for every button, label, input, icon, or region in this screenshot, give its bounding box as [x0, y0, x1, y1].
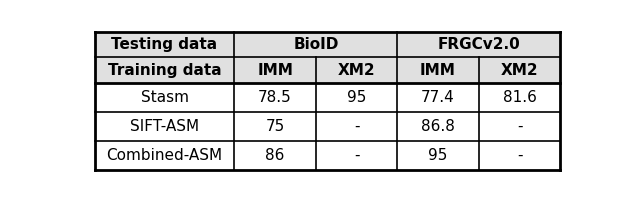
Bar: [235, 32, 316, 57]
Bar: [316, 57, 397, 83]
Text: IMM: IMM: [420, 63, 456, 78]
Bar: [235, 141, 316, 170]
Bar: [95, 141, 235, 170]
Text: -: -: [354, 119, 359, 134]
Text: XM2: XM2: [338, 63, 375, 78]
Bar: [95, 112, 235, 141]
Bar: [316, 141, 397, 170]
Bar: [397, 57, 479, 83]
Text: BioID: BioID: [293, 37, 339, 52]
Text: -: -: [517, 148, 522, 163]
Text: 95: 95: [428, 148, 448, 163]
Text: Testing data: Testing data: [111, 37, 218, 52]
Text: 86: 86: [265, 148, 285, 163]
Text: SIFT-ASM: SIFT-ASM: [130, 119, 199, 134]
Bar: [397, 141, 479, 170]
Bar: [95, 57, 235, 83]
Text: IMM: IMM: [257, 63, 293, 78]
Bar: [479, 83, 560, 112]
Bar: [479, 112, 560, 141]
Bar: [479, 141, 560, 170]
Bar: [95, 83, 235, 112]
Bar: [397, 83, 479, 112]
Text: 77.4: 77.4: [421, 90, 455, 105]
Text: Combined-ASM: Combined-ASM: [107, 148, 222, 163]
Bar: [235, 83, 316, 112]
Text: 95: 95: [347, 90, 366, 105]
Text: Stasm: Stasm: [141, 90, 189, 105]
Text: -: -: [354, 148, 359, 163]
Text: 86.8: 86.8: [421, 119, 455, 134]
Bar: [479, 32, 560, 57]
Bar: [235, 112, 316, 141]
Bar: [316, 83, 397, 112]
Text: FRGCv2.0: FRGCv2.0: [438, 37, 520, 52]
Text: 78.5: 78.5: [258, 90, 292, 105]
Bar: [316, 112, 397, 141]
Text: -: -: [517, 119, 522, 134]
Bar: [316, 32, 397, 57]
Bar: [479, 57, 560, 83]
Bar: [95, 32, 235, 57]
Text: Training data: Training data: [108, 63, 221, 78]
Text: 81.6: 81.6: [502, 90, 537, 105]
Bar: [397, 112, 479, 141]
Bar: [397, 32, 479, 57]
Text: XM2: XM2: [501, 63, 538, 78]
Bar: [235, 57, 316, 83]
Text: 75: 75: [265, 119, 285, 134]
